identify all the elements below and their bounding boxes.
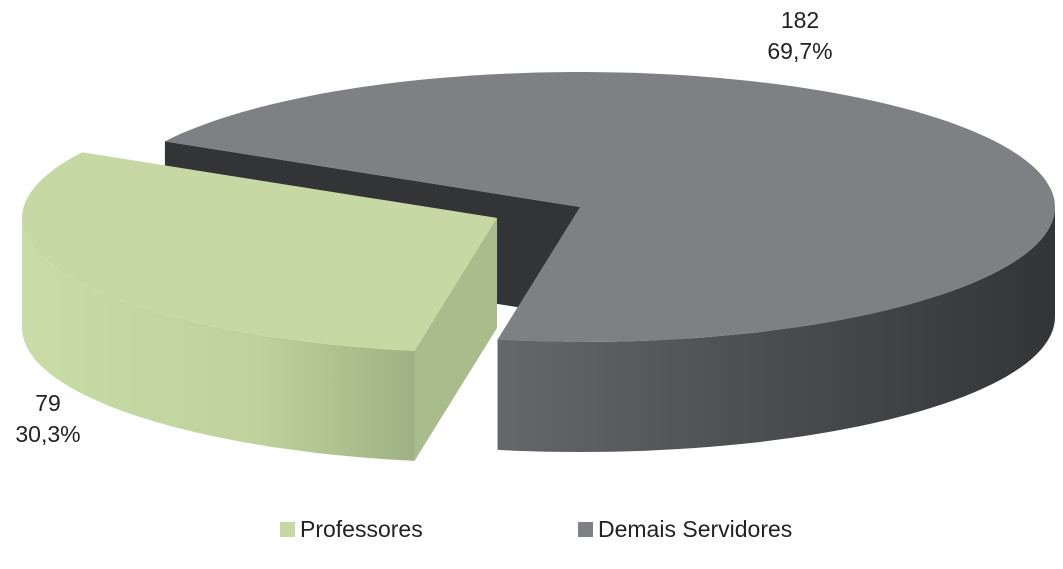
slice: [22, 152, 498, 461]
slice-wall: [22, 218, 415, 461]
slice-wall: [497, 207, 1055, 452]
legend-swatch: [280, 522, 295, 537]
plot: 79 30,3% 182 69,7%: [15, 7, 1055, 461]
data-label-percent: 69,7%: [767, 38, 832, 64]
data-label-percent: 30,3%: [15, 421, 80, 447]
legend-label: Demais Servidores: [598, 516, 792, 542]
legend-label: Professores: [300, 516, 423, 542]
slice-top: [22, 152, 497, 351]
data-label-value: 182: [781, 7, 819, 33]
slice-top: [164, 72, 1055, 342]
data-label-value: 79: [35, 390, 61, 416]
legend-swatch: [578, 522, 593, 537]
legend: Professores Demais Servidores: [280, 516, 792, 542]
